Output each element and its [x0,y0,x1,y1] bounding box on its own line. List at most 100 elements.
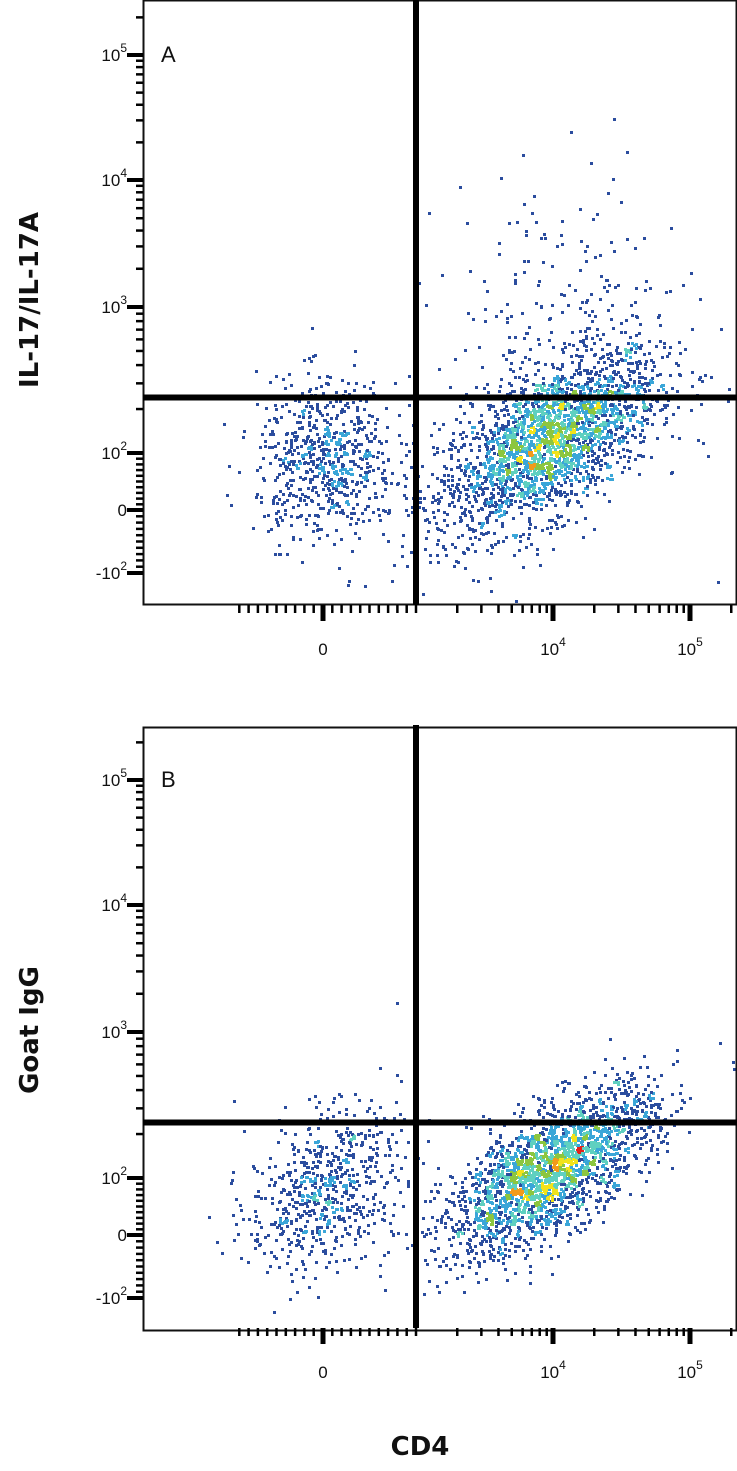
data-point [534,410,537,413]
data-point [548,1132,551,1135]
data-point [478,487,481,490]
data-point [550,423,553,426]
data-point [545,1200,548,1203]
data-point [267,514,270,517]
data-point [551,499,554,502]
data-point [514,420,517,423]
data-point [561,363,564,366]
data-point [667,399,670,402]
data-point [484,1181,487,1184]
data-point [600,464,603,467]
data-point [629,370,632,373]
data-point [569,454,572,457]
data-point [321,441,324,444]
data-point [335,511,338,514]
data-point [340,482,343,485]
data-point [483,387,486,390]
data-point [547,1179,550,1182]
data-point [534,416,537,419]
data-point [343,444,346,447]
data-point [622,385,625,388]
data-point [646,422,649,425]
data-point [525,374,528,377]
data-point [629,414,632,417]
data-point [553,1198,556,1201]
data-point [657,1116,660,1119]
data-point [525,1241,528,1244]
data-point [437,1167,440,1170]
data-point [645,1115,648,1118]
data-point [543,412,546,415]
data-point [611,449,614,452]
data-point [591,418,594,421]
data-point [314,486,317,489]
data-point [499,509,502,512]
data-point [526,332,529,335]
data-point [556,1142,559,1145]
data-point [604,377,607,380]
data-point [537,450,540,453]
data-point [338,505,341,508]
data-point [305,503,308,506]
data-point [541,461,544,464]
data-point [498,1206,501,1209]
data-point [335,452,338,455]
data-point [625,1167,628,1170]
data-point [578,1095,581,1098]
data-point [355,493,358,496]
data-point [640,1171,643,1174]
data-point [487,531,490,534]
data-point [339,511,342,514]
data-point [451,475,454,478]
data-point [561,421,564,424]
data-point [278,544,281,547]
data-point [509,488,512,491]
data-point [596,400,599,403]
data-point [477,470,480,473]
data-point [477,494,480,497]
data-point [541,1173,544,1176]
data-point [530,477,533,480]
data-point [556,455,559,458]
data-point [624,400,627,403]
data-point [393,564,396,567]
data-point [384,510,387,513]
data-point [290,440,293,443]
data-point [508,1216,511,1219]
data-point [408,375,411,378]
data-point [599,357,602,360]
data-point [515,600,518,603]
data-point [514,483,517,486]
data-point [451,543,454,546]
data-point [553,384,556,387]
data-point [604,421,607,424]
data-point [615,1159,618,1162]
data-point [495,1142,498,1145]
data-point [521,312,524,315]
data-point [614,1163,617,1166]
data-point [593,342,596,345]
data-point [560,1183,563,1186]
data-point [533,434,536,437]
data-point [287,451,290,454]
data-point [650,1111,653,1114]
data-point [432,495,435,498]
data-point [260,501,263,504]
data-point [452,1236,455,1239]
data-point [578,442,581,445]
data-point [531,1166,534,1169]
data-point [665,417,668,420]
data-point [530,1237,533,1240]
data-point [262,457,265,460]
data-point [571,361,574,364]
data-point [557,432,560,435]
data-point [636,364,639,367]
data-point [625,1135,628,1138]
data-point [613,439,616,442]
data-point [593,390,596,393]
data-point [592,413,595,416]
data-point [551,385,554,388]
data-point [491,457,494,460]
data-point [434,1183,437,1186]
data-point [618,399,621,402]
